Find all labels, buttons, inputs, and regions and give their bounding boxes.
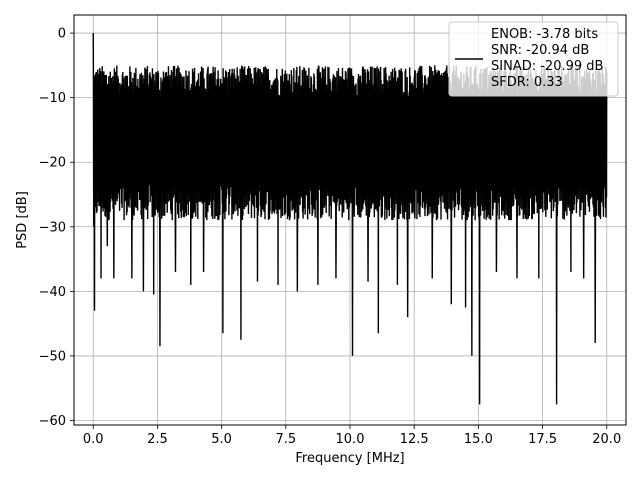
legend-sinad: SINAD: -20.99 dB [491, 59, 603, 74]
legend: ENOB: -3.78 bits SNR: -20.94 dB SINAD: -… [448, 21, 619, 97]
y-axis-ticks: 0 −10 −20 −30 −40 −50 −60 [39, 27, 74, 429]
x-tick-label: 7.5 [275, 432, 296, 447]
legend-enob: ENOB: -3.78 bits [491, 27, 598, 42]
y-tick-label: −60 [39, 414, 66, 429]
legend-snr: SNR: -20.94 dB [491, 43, 589, 58]
y-tick-label: 0 [58, 27, 66, 42]
x-tick-label: 17.5 [528, 432, 557, 447]
legend-box [448, 21, 619, 97]
x-tick-label: 2.5 [147, 432, 168, 447]
y-tick-label: −10 [39, 91, 66, 106]
x-tick-label: 10.0 [336, 432, 365, 447]
x-axis-label: Frequency [MHz] [295, 451, 404, 466]
legend-sfdr: SFDR: 0.33 [491, 75, 563, 90]
psd-line [92, 33, 608, 405]
psd-series [92, 33, 608, 405]
x-tick-label: 0.0 [83, 432, 104, 447]
y-tick-label: −50 [39, 349, 66, 364]
x-tick-label: 12.5 [400, 432, 429, 447]
y-tick-label: −40 [39, 285, 66, 300]
y-axis-label: PSD [dB] [15, 191, 30, 249]
x-tick-label: 5.0 [211, 432, 232, 447]
y-tick-label: −30 [39, 220, 66, 235]
x-tick-label: 20.0 [592, 432, 621, 447]
y-tick-label: −20 [39, 156, 66, 171]
x-axis-ticks: 0.0 2.5 5.0 7.5 10.0 12.5 15.0 17.5 20.0 [83, 425, 621, 447]
x-tick-label: 15.0 [464, 432, 493, 447]
